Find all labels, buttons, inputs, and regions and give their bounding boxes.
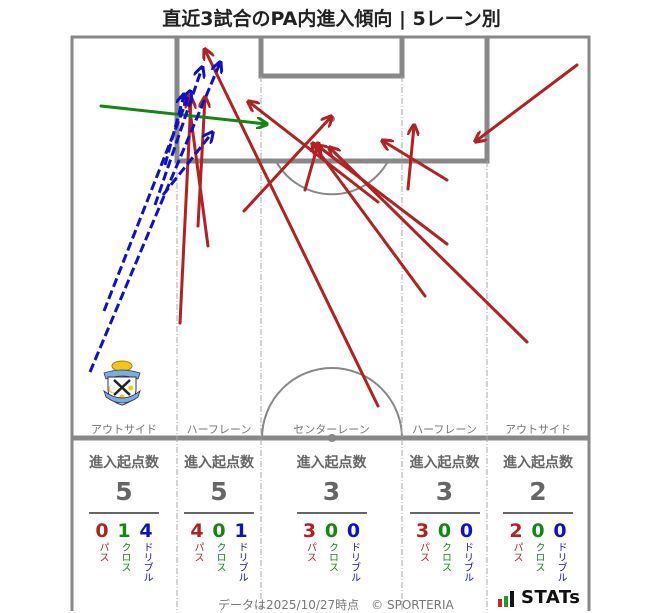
cross-label: クロス (439, 542, 451, 572)
entry-count-heading: 進入起点数 (296, 455, 367, 471)
pass-count: 3 (302, 520, 317, 542)
dribble-label: ドリブル (141, 542, 152, 582)
entry-count-total: 5 (115, 477, 133, 506)
center-spot (328, 434, 336, 442)
logo-text: STATs (521, 587, 581, 608)
stats-logo: STATs (498, 589, 580, 607)
cross-label: クロス (326, 542, 338, 572)
dribble-count: 0 (346, 520, 361, 542)
pass-label: パス (304, 542, 316, 562)
entry-breakdown: 4 パス 0 クロス 1 ドリブル (177, 520, 261, 582)
cross-label: クロス (214, 542, 225, 572)
cross-count: 0 (437, 520, 452, 542)
entry-breakdown: 0 パス 1 クロス 4 ドリブル (72, 520, 176, 582)
entry-breakdown: 3 パス 0 クロス 0 ドリブル (402, 520, 487, 582)
pass-label: パス (97, 542, 108, 562)
cross-count: 0 (324, 520, 339, 542)
cross-count: 1 (117, 520, 131, 542)
entry-count-total: 2 (529, 477, 547, 506)
dribble-label: ドリブル (236, 542, 247, 582)
pass-count: 0 (95, 520, 109, 542)
pitch-lines (70, 35, 591, 611)
chart-title: 直近3試合のPA内進入傾向 | 5レーン別 (162, 8, 501, 30)
dribble-count: 0 (553, 520, 567, 542)
entry-count-heading: 進入起点数 (503, 455, 573, 471)
entry-breakdown: 3 パス 0 クロス 0 ドリブル (261, 520, 402, 582)
pass-count: 4 (190, 520, 204, 542)
pass-label: パス (417, 542, 429, 562)
dribble-count: 1 (234, 520, 248, 542)
cross-label: クロス (119, 542, 130, 572)
logo-bar-black-icon (510, 591, 514, 607)
pass-count: 2 (509, 520, 523, 542)
pass-label: パス (511, 542, 522, 562)
entry-count-total: 3 (435, 477, 454, 506)
entry-breakdown: 2 パス 0 クロス 0 ドリブル (487, 520, 589, 582)
dribble-label: ドリブル (348, 542, 360, 582)
lane-label-center: センターレーン (293, 423, 370, 436)
team-crest-icon (103, 360, 141, 406)
cross-count: 0 (212, 520, 226, 542)
entry-count-heading: 進入起点数 (184, 455, 254, 471)
lane-dividers (176, 76, 488, 611)
pass-label: パス (192, 542, 203, 562)
divider (184, 512, 254, 514)
entry-count-total: 5 (210, 477, 228, 506)
lane-label-outside-left: アウトサイド (91, 423, 157, 436)
cross-arrows (99, 104, 266, 124)
lane-label-halfspace-right: ハーフレーン (412, 423, 477, 436)
entry-count-heading: 進入起点数 (409, 455, 480, 471)
lane-stats-outside-right: 進入起点数 2 2 パス 0 クロス 0 ドリブル (487, 452, 589, 582)
dribble-arrows (88, 63, 220, 373)
divider (89, 512, 159, 514)
cross-count: 0 (531, 520, 545, 542)
dribble-label: ドリブル (461, 542, 473, 582)
lane-stats-outside-left: 進入起点数 5 0 パス 1 クロス 4 ドリブル (72, 452, 176, 582)
lane-stats-center: 進入起点数 3 3 パス 0 クロス 0 ドリブル (261, 452, 402, 582)
dribble-count: 0 (459, 520, 474, 542)
pass-count: 3 (415, 520, 430, 542)
lane-label-outside-right: アウトサイド (505, 423, 571, 436)
entry-count-heading: 進入起点数 (89, 455, 159, 471)
lane-stats-halfspace-left: 進入起点数 5 4 パス 0 クロス 1 ドリブル (177, 452, 261, 582)
entry-count-total: 3 (322, 477, 341, 506)
divider (503, 512, 573, 514)
footer-credit: データは2025/10/27時点 © SPORTERIA (218, 598, 454, 612)
logo-bar-green-icon (504, 596, 508, 607)
dribble-count: 4 (139, 520, 153, 542)
cross-label: クロス (533, 542, 544, 572)
lane-label-halfspace-left: ハーフレーン (186, 423, 252, 436)
divider (296, 512, 367, 514)
pass-arrows (178, 50, 579, 408)
logo-bar-red-icon (498, 599, 502, 607)
divider (409, 512, 480, 514)
lane-stats-halfspace-right: 進入起点数 3 3 パス 0 クロス 0 ドリブル (402, 452, 487, 582)
dribble-label: ドリブル (555, 542, 566, 582)
